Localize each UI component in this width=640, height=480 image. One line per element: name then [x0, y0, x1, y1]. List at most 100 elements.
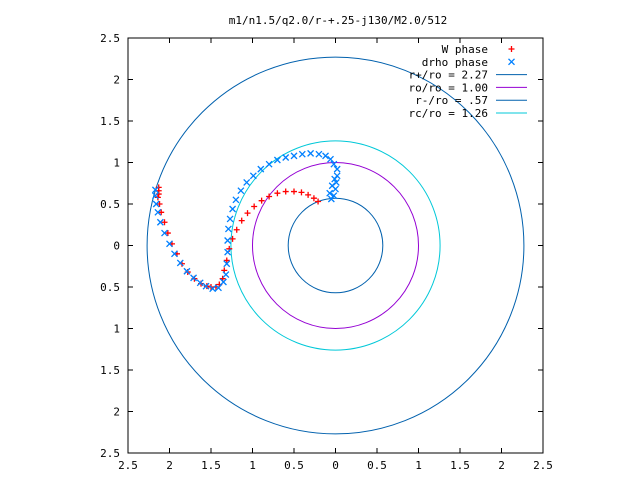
- series-layer: [151, 149, 341, 293]
- data-point-2-23: [229, 205, 237, 213]
- data-point-2-20: [224, 237, 232, 244]
- x-tick-label-9: 1.5: [450, 459, 470, 472]
- data-point-2-8: [171, 250, 178, 258]
- reference-circle-3: [287, 197, 384, 294]
- x-tick-label-2: 2: [166, 459, 173, 472]
- data-point-1-31: [282, 188, 289, 195]
- circles-layer: [146, 56, 525, 435]
- data-point-2-35: [315, 150, 323, 158]
- chart-title: m1/n1.5/q2.0/r-+.25-j130/M2.0/512: [229, 14, 448, 27]
- data-point-2-1: [151, 186, 159, 194]
- data-point-1-8: [164, 230, 171, 237]
- y-tick-label-9: 1.5: [100, 364, 120, 377]
- y-tick-label-4: 1: [113, 157, 120, 170]
- data-point-2-37: [327, 155, 334, 163]
- data-point-2-16: [219, 278, 227, 286]
- data-point-1-25: [238, 217, 245, 224]
- x-tick-label-5: 0.5: [284, 459, 304, 472]
- x-tick-label-3: 1.5: [201, 459, 221, 472]
- data-point-2-29: [265, 160, 273, 168]
- data-point-2-22: [226, 215, 234, 223]
- data-point-1-34: [305, 191, 312, 198]
- data-point-2-46: [328, 182, 336, 190]
- data-point-2-11: [190, 274, 198, 282]
- data-point-2-18: [223, 260, 231, 268]
- data-point-1-5: [156, 201, 163, 207]
- x-tick-label-11: 2.5: [533, 459, 553, 472]
- data-point-1-30: [274, 190, 281, 197]
- y-tick-label-11: 2.5: [100, 447, 120, 460]
- reference-circle-4: [230, 140, 441, 351]
- data-point-2-21: [224, 225, 232, 233]
- data-point-2-19: [224, 248, 232, 256]
- data-point-2-27: [249, 172, 257, 180]
- y-tick-label-8: 1: [113, 323, 120, 336]
- y-tick-label-7: 0.5: [100, 281, 120, 294]
- data-point-2-44: [327, 195, 335, 203]
- data-point-1-23: [229, 235, 236, 242]
- data-point-1-7: [161, 219, 168, 226]
- data-point-2-47: [331, 175, 339, 183]
- reference-circle-1: [146, 56, 525, 435]
- x-tick-label-4: 1: [249, 459, 256, 472]
- data-point-1-35: [310, 195, 317, 202]
- y-tick-label-10: 2: [113, 406, 120, 419]
- data-point-2-4: [154, 208, 162, 216]
- data-point-2-32: [290, 152, 298, 160]
- data-point-1-28: [258, 197, 265, 204]
- data-point-1-36: [315, 198, 322, 205]
- x-tick-label-10: 2: [498, 459, 505, 472]
- data-point-1-21: [223, 257, 230, 264]
- data-point-2-33: [298, 150, 306, 158]
- series-1: [154, 184, 322, 290]
- data-point-2-13: [202, 282, 210, 290]
- data-point-2-26: [243, 178, 251, 186]
- legend-marker-2: [508, 58, 515, 66]
- legend-label-5: r-/ro = .57: [415, 94, 488, 107]
- legend-label-3: r+/ro = 2.27: [409, 69, 488, 82]
- y-tick-label-3: 1.5: [100, 115, 120, 128]
- series-2: [151, 149, 341, 293]
- data-point-2-9: [176, 259, 184, 267]
- y-tick-label-1: 2.5: [100, 32, 120, 45]
- data-point-2-25: [237, 187, 245, 195]
- data-point-2-28: [257, 165, 265, 173]
- x-tick-label-8: 1: [415, 459, 422, 472]
- data-point-2-6: [161, 229, 168, 237]
- data-point-2-2: [151, 192, 159, 200]
- data-point-2-10: [183, 267, 191, 275]
- y-tick-label-6: 0: [113, 240, 120, 253]
- data-point-2-17: [222, 271, 230, 279]
- data-point-2-14: [209, 285, 217, 293]
- data-point-2-7: [166, 240, 173, 248]
- data-point-2-31: [282, 154, 290, 161]
- data-point-2-24: [232, 196, 240, 204]
- data-point-2-12: [196, 279, 204, 287]
- data-point-2-39: [333, 165, 341, 173]
- data-point-1-27: [251, 203, 258, 210]
- data-point-2-34: [307, 149, 315, 157]
- data-point-1-29: [266, 193, 273, 200]
- data-point-1-6: [158, 209, 165, 216]
- data-point-1-26: [244, 210, 251, 217]
- legend-label-6: rc/ro = 1.26: [409, 107, 488, 120]
- legend-label-4: ro/ro = 1.00: [409, 81, 488, 94]
- legend-label-2: drho phase: [422, 56, 488, 69]
- y-tick-label-5: 0.5: [100, 198, 120, 211]
- x-tick-label-6: 0: [332, 459, 339, 472]
- data-point-1-33: [298, 189, 305, 196]
- ticks-layer: 2.5 2 1.5 1 0.5 0 0.5 1 1.5 2 2.52.521.510.500.511…: [100, 32, 553, 472]
- data-point-2-30: [273, 156, 281, 164]
- data-point-2-36: [322, 152, 329, 160]
- data-point-2-45: [326, 189, 334, 197]
- legend-marker-1: [508, 46, 515, 52]
- reference-circle-2: [252, 162, 419, 329]
- data-point-1-24: [233, 226, 240, 233]
- legend-label-1: W phase: [442, 43, 488, 56]
- data-point-2-5: [156, 218, 164, 226]
- y-tick-label-2: 2: [113, 74, 120, 87]
- x-tick-label-1: 2.5: [118, 459, 138, 472]
- data-point-1-32: [291, 188, 297, 195]
